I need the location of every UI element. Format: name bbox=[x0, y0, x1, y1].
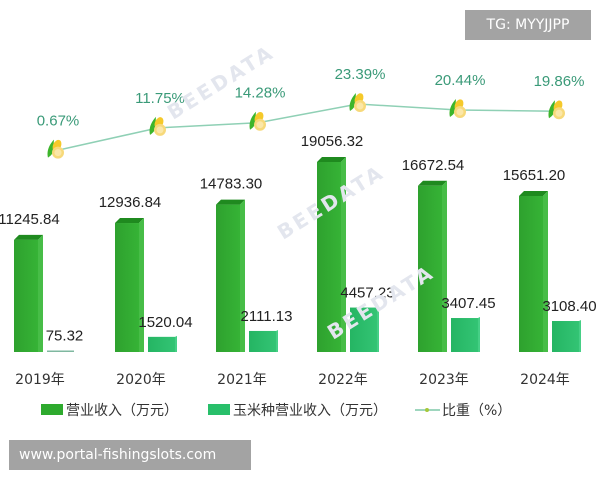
revenue-value-label: 15651.20 bbox=[503, 167, 566, 184]
corn-revenue-bar bbox=[47, 350, 74, 352]
ratio-value-label: 23.39% bbox=[335, 66, 386, 83]
x-axis-label: 2023年 bbox=[419, 372, 469, 388]
x-axis-label: 2022年 bbox=[318, 372, 368, 388]
tg-badge: TG: MYYJJPP bbox=[465, 10, 591, 40]
corn-revenue-bar bbox=[350, 307, 377, 352]
svg-text:比重（%）: 比重（%） bbox=[442, 403, 511, 419]
x-axis-label: 2019年 bbox=[15, 372, 65, 388]
corn-marker-icon bbox=[449, 99, 466, 119]
ratio-line-series: 0.67% 11.75% 14.28% 23.39% 20.44% 19.86% bbox=[37, 66, 585, 159]
ratio-value-label: 20.44% bbox=[435, 72, 486, 89]
corn-marker-icon bbox=[349, 93, 366, 112]
corn-marker-icon bbox=[548, 100, 565, 120]
revenue-bar bbox=[418, 185, 442, 352]
revenue-value-label: 19056.32 bbox=[301, 133, 364, 150]
revenue-bar bbox=[115, 223, 139, 352]
corn-revenue-bar bbox=[148, 336, 175, 352]
revenue-value-label: 12936.84 bbox=[99, 194, 162, 211]
x-axis: 2019年 2020年 2021年 2022年 2023年 2024年 bbox=[15, 372, 570, 388]
corn-revenue-bar bbox=[451, 318, 478, 352]
x-axis-label: 2020年 bbox=[116, 372, 166, 388]
legend-item-ratio: 比重（%） bbox=[415, 403, 511, 419]
corn-revenue-value-label: 75.32 bbox=[46, 328, 84, 345]
revenue-bar bbox=[519, 195, 543, 352]
revenue-value-label: 16672.54 bbox=[402, 157, 465, 174]
legend-item-revenue: 营业收入（万元） bbox=[41, 403, 178, 419]
corn-revenue-value-label: 4457.23 bbox=[340, 285, 394, 302]
ratio-value-label: 19.86% bbox=[534, 73, 585, 90]
revenue-bar bbox=[317, 162, 341, 352]
revenue-value-label: 11245.84 bbox=[0, 211, 60, 228]
corn-revenue-value-label: 2111.13 bbox=[241, 308, 293, 325]
corn-revenue-value-label: 3108.40 bbox=[542, 298, 596, 315]
revenue-bar bbox=[14, 239, 38, 352]
legend-swatch bbox=[41, 404, 63, 415]
corn-revenue-bar bbox=[552, 321, 579, 352]
url-badge: www.portal-fishingslots.com bbox=[9, 440, 251, 470]
svg-text:营业收入（万元）: 营业收入（万元） bbox=[66, 403, 178, 419]
ratio-value-label: 0.67% bbox=[37, 113, 80, 130]
corn-revenue-bar bbox=[249, 330, 276, 352]
legend-item-corn-revenue: 玉米种营业收入（万元） bbox=[208, 403, 387, 419]
bar-series: 11245.84 75.32 12936.84 1520.04 14783.30 2111… bbox=[0, 133, 597, 352]
x-axis-label: 2021年 bbox=[217, 372, 267, 388]
legend: 营业收入（万元） 玉米种营业收入（万元） 比重（%） bbox=[41, 403, 511, 419]
corn-marker-icon bbox=[149, 116, 166, 136]
svg-text:玉米种营业收入（万元）: 玉米种营业收入（万元） bbox=[233, 403, 387, 419]
corn-revenue-value-label: 1520.04 bbox=[138, 314, 192, 331]
legend-swatch bbox=[208, 404, 230, 415]
ratio-value-label: 11.75% bbox=[135, 90, 185, 107]
revenue-value-label: 14783.30 bbox=[200, 176, 263, 193]
ratio-value-label: 14.28% bbox=[235, 85, 286, 102]
corn-marker-icon bbox=[47, 139, 64, 159]
corn-revenue-value-label: 3407.45 bbox=[441, 295, 495, 312]
x-axis-label: 2024年 bbox=[520, 372, 570, 388]
revenue-bar bbox=[216, 204, 240, 352]
corn-marker-icon bbox=[249, 111, 266, 131]
